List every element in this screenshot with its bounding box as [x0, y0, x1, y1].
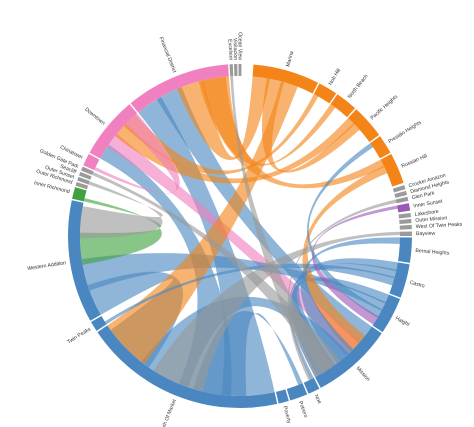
arc-west-of-twin-peaks[interactable] [399, 224, 412, 230]
arc-haight[interactable] [372, 294, 401, 333]
chord-ribbon[interactable] [300, 237, 400, 364]
arc-north-beach[interactable] [330, 94, 356, 118]
arc-mission[interactable] [315, 326, 382, 388]
arc-label: Downtown [83, 107, 106, 127]
arc-label: South Of Market [158, 398, 178, 427]
chord-ribbon[interactable] [306, 143, 383, 318]
arc-poverty[interactable] [275, 389, 289, 404]
arc-pacific-heights[interactable] [348, 109, 380, 142]
ribbons-layer [80, 76, 400, 397]
arc-visitacion[interactable] [234, 64, 238, 77]
chord-ribbon[interactable] [80, 181, 163, 239]
arc-chinatown[interactable] [83, 153, 100, 171]
arc-russian-hill[interactable] [380, 153, 404, 187]
chord-ribbon[interactable] [177, 76, 270, 161]
arc-diamond-heights[interactable] [394, 190, 408, 198]
arc-label: Ocean View [237, 32, 243, 60]
arc-outer-mission[interactable] [399, 218, 412, 224]
arc-castro[interactable] [389, 262, 410, 298]
arc-label: Seacliff [59, 164, 77, 176]
arc-label: Financial District [158, 36, 178, 74]
arc-marina[interactable] [252, 64, 319, 94]
arc-label: Western Addition [27, 260, 67, 272]
arc-label: Marina [285, 51, 295, 68]
arc-label: Nob Hill [328, 68, 342, 87]
arc-label: Visitacion [232, 38, 239, 60]
arc-label: Outer Mission [415, 215, 448, 224]
arc-label: West Of Twin Peaks [416, 222, 463, 230]
chord-ribbon[interactable] [94, 113, 180, 194]
arc-label: Bayview [416, 231, 436, 237]
arc-inner-sunset[interactable] [397, 203, 411, 213]
arc-label: Excelsior [226, 39, 233, 61]
chord-ribbon[interactable] [156, 87, 372, 344]
arc-label: North Beach [347, 73, 370, 99]
arc-label: Russian Hill [401, 153, 429, 169]
arc-south-of-market[interactable] [97, 325, 278, 408]
chord-ribbon[interactable] [107, 81, 298, 365]
arc-bayview[interactable] [399, 231, 412, 237]
arc-seacliff[interactable] [79, 171, 92, 180]
chord-ribbon[interactable] [81, 253, 386, 311]
arc-label: Noe [313, 394, 323, 405]
arc-outer-sunset[interactable] [77, 176, 90, 185]
arc-golden-gate-park[interactable] [80, 166, 94, 176]
arc-label: Haight [394, 316, 411, 329]
arc-crocker-amazon[interactable] [392, 185, 406, 193]
arc-label: Potrero [297, 400, 308, 418]
arc-excelsior[interactable] [229, 64, 234, 77]
arc-outer-richmond[interactable] [75, 181, 89, 190]
arc-label: Mission [355, 366, 371, 383]
arc-label: Castro [409, 280, 425, 290]
chord-ribbon[interactable] [123, 94, 319, 175]
arc-inner-richmond[interactable] [72, 187, 87, 202]
arcs-layer [68, 64, 412, 408]
arc-twin-peaks[interactable] [91, 316, 107, 331]
arc-noe[interactable] [303, 377, 320, 394]
arc-financial-district[interactable] [130, 64, 229, 113]
arc-label: Bernal Heights [415, 248, 450, 257]
arc-label: Presidio Heights [387, 119, 422, 144]
arc-label: Poverty [282, 406, 292, 425]
arc-label: Glen Park [411, 190, 435, 201]
chord-ribbon[interactable] [201, 76, 336, 166]
arc-label: Inner Sunset [413, 199, 444, 210]
arc-label: Pacific Heights [370, 94, 400, 122]
chord-ribbon[interactable] [302, 165, 388, 352]
arc-western-addition[interactable] [68, 200, 101, 321]
arc-lakeshore[interactable] [398, 212, 411, 219]
arc-potrero[interactable] [286, 383, 308, 401]
arc-nob-hill[interactable] [313, 83, 337, 104]
arc-glen-park[interactable] [395, 196, 409, 204]
chord-ribbon[interactable] [80, 198, 162, 265]
arc-ocean-view[interactable] [238, 64, 242, 77]
arc-downtown[interactable] [89, 104, 138, 159]
chord-ribbon[interactable] [261, 78, 360, 173]
arc-label: Twin Peaks [66, 326, 92, 345]
arc-presidio-heights[interactable] [370, 136, 391, 159]
arc-bernal-heights[interactable] [398, 237, 412, 263]
arc-label: Lakeshore [414, 209, 439, 218]
chord-ribbon[interactable] [153, 231, 400, 392]
